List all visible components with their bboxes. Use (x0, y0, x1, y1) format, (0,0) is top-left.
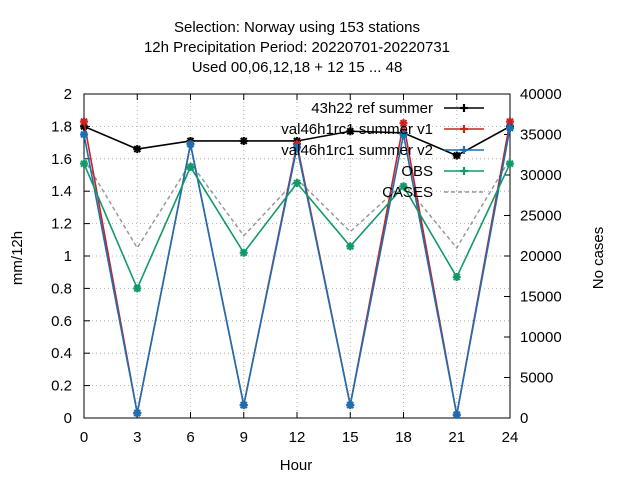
y-tick-label: 0.8 (51, 280, 72, 297)
data-point-43h22_ref_summer (452, 151, 461, 160)
data-point-OBS (239, 248, 248, 257)
data-point-val46h1rc1_summer_v2 (506, 124, 514, 133)
data-point-OBS (452, 273, 461, 282)
data-point-OBS (80, 159, 88, 168)
data-point-val46h1rc1_summer_v2 (293, 143, 301, 152)
y2-tick-label: 40000 (520, 86, 562, 103)
data-point-OBS (293, 179, 301, 188)
x-tick-label: 3 (133, 429, 141, 446)
chart-title-line-3: Used 00,06,12,18 + 12 15 ... 48 (192, 59, 403, 76)
y2-axis-label: No cases (590, 227, 607, 290)
y-tick-label: 1 (64, 248, 72, 265)
y-tick-label: 1.8 (51, 118, 72, 135)
y-axis-label: mm/12h (9, 231, 26, 285)
legend-label: val46h1rc1 summer v1 (281, 121, 433, 138)
data-point-val46h1rc1_summer_v2 (452, 410, 461, 419)
y2-tick-label: 15000 (520, 289, 562, 306)
legend-label: val46h1rc1 summer v2 (281, 142, 433, 159)
data-point-OBS (399, 182, 408, 191)
data-point-val46h1rc1_summer_v1 (80, 117, 88, 126)
data-point-43h22_ref_summer (346, 127, 355, 136)
data-point-OBS (346, 242, 355, 251)
x-tick-label: 12 (289, 429, 306, 446)
y-tick-label: 2 (64, 86, 72, 103)
data-point-val46h1rc1_summer_v2 (80, 130, 88, 139)
y-tick-label: 1.6 (51, 151, 72, 168)
chart-title-line-1: Selection: Norway using 153 stations (174, 19, 420, 36)
y-tick-label: 0.6 (51, 313, 72, 330)
y-tick-label: 0.4 (51, 345, 72, 362)
x-tick-label: 6 (186, 429, 194, 446)
data-point-val46h1rc1_summer_v2 (133, 409, 142, 418)
y2-tick-label: 30000 (520, 167, 562, 184)
legend-entry-val46h1rc1_summer_v2: val46h1rc1 summer v2 (281, 142, 484, 159)
x-tick-label: 18 (395, 429, 412, 446)
y2-tick-label: 5000 (520, 370, 553, 387)
y-tick-label: 0 (64, 410, 72, 427)
data-point-val46h1rc1_summer_v2 (346, 401, 355, 410)
x-tick-label: 21 (448, 429, 465, 446)
x-tick-label: 0 (80, 429, 88, 446)
axes: 0 3 6 9 12 15 18 21 2400.20.40.60.811.21.41.61.8… (51, 86, 562, 446)
data-point-OBS (506, 159, 514, 168)
legend-entry-CASES: CASES (382, 184, 484, 201)
y2-tick-label: 35000 (520, 127, 562, 144)
legend-entry-43h22_ref_summer: 43h22 ref summer (311, 100, 484, 117)
series-lines (80, 117, 514, 419)
x-tick-label: 9 (240, 429, 248, 446)
y-tick-label: 0.2 (51, 378, 72, 395)
legend-label: 43h22 ref summer (311, 100, 433, 117)
chart-title-line-2: 12h Precipitation Period: 20220701-20220… (144, 39, 450, 56)
legend-label: CASES (382, 184, 433, 201)
x-tick-label: 24 (502, 429, 519, 446)
y-tick-label: 1.4 (51, 183, 72, 200)
legend-entry-val46h1rc1_summer_v1: val46h1rc1 summer v1 (281, 121, 484, 138)
data-point-OBS (186, 162, 195, 171)
data-point-val46h1rc1_summer_v2 (239, 401, 248, 410)
data-point-val46h1rc1_summer_v2 (186, 140, 195, 149)
y2-tick-label: 20000 (520, 248, 562, 265)
y2-tick-label: 10000 (520, 329, 562, 346)
x-axis-label: Hour (280, 457, 313, 474)
data-point-val46h1rc1_summer_v1 (399, 119, 408, 128)
legend-entry-OBS: OBS (401, 163, 484, 180)
data-point-OBS (133, 284, 142, 293)
data-point-43h22_ref_summer (239, 136, 248, 145)
y2-tick-label: 25000 (520, 208, 562, 225)
series-line-CASES (83, 158, 511, 250)
y2-tick-label: 0 (520, 410, 528, 427)
x-tick-label: 15 (342, 429, 359, 446)
legend: 43h22 ref summer val46h1rc1 summer v1 val4… (281, 100, 484, 201)
data-point-val46h1rc1_summer_v2 (399, 130, 408, 139)
data-point-43h22_ref_summer (133, 145, 142, 154)
legend-label: OBS (401, 163, 433, 180)
y-tick-label: 1.2 (51, 216, 72, 233)
